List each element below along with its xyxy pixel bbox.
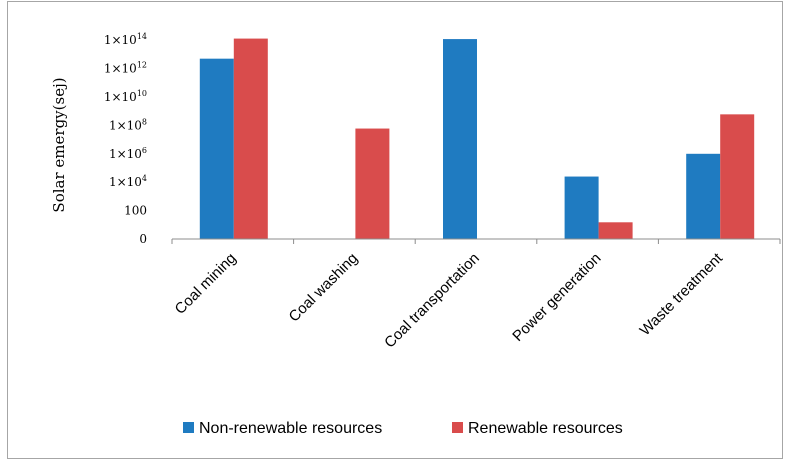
bar-non-renewable: [443, 39, 477, 240]
bar-renewable: [355, 128, 390, 239]
category-label: Coal transportation: [381, 250, 483, 352]
y-tick-label: 1×104: [109, 174, 147, 189]
y-tick-label: 100: [124, 204, 147, 218]
legend: Non-renewable resources Renewable resourc…: [183, 420, 623, 437]
y-axis-label: Solar emergy(sej): [50, 77, 68, 212]
category-label: Power generation: [509, 250, 604, 345]
legend-swatch: [183, 422, 194, 433]
y-tick-label: 1×108: [109, 117, 147, 132]
y-tick-label: 1×106: [109, 146, 147, 161]
chart-frame: [7, 1, 783, 459]
y-ticks: 0 100 1×104 1×106 1×108 1×1010 1×1012 1×1014: [104, 32, 147, 246]
y-tick-label: 1×1012: [104, 61, 147, 76]
legend-label: Renewable resources: [468, 420, 623, 437]
category-label: Coal washing: [286, 250, 362, 326]
legend-swatch: [452, 422, 463, 433]
x-ticks: [171, 239, 781, 244]
category-labels: Coal mining Coal washing Coal transportati…: [172, 249, 727, 351]
bar-non-renewable: [564, 176, 599, 239]
legend-label: Non-renewable resources: [199, 420, 382, 437]
y-tick-label: 1×1014: [104, 32, 147, 47]
bar-renewable: [598, 222, 633, 239]
bar-non-renewable: [686, 153, 721, 239]
y-tick-label: 0: [139, 232, 147, 246]
bar-renewable: [720, 114, 755, 239]
bar-non-renewable: [199, 58, 234, 240]
y-tick-label: 1×1010: [104, 89, 147, 104]
bars: [199, 38, 755, 240]
bar-renewable: [233, 38, 268, 240]
category-label: Coal mining: [172, 250, 240, 318]
category-label: Waste treatment: [637, 249, 727, 339]
